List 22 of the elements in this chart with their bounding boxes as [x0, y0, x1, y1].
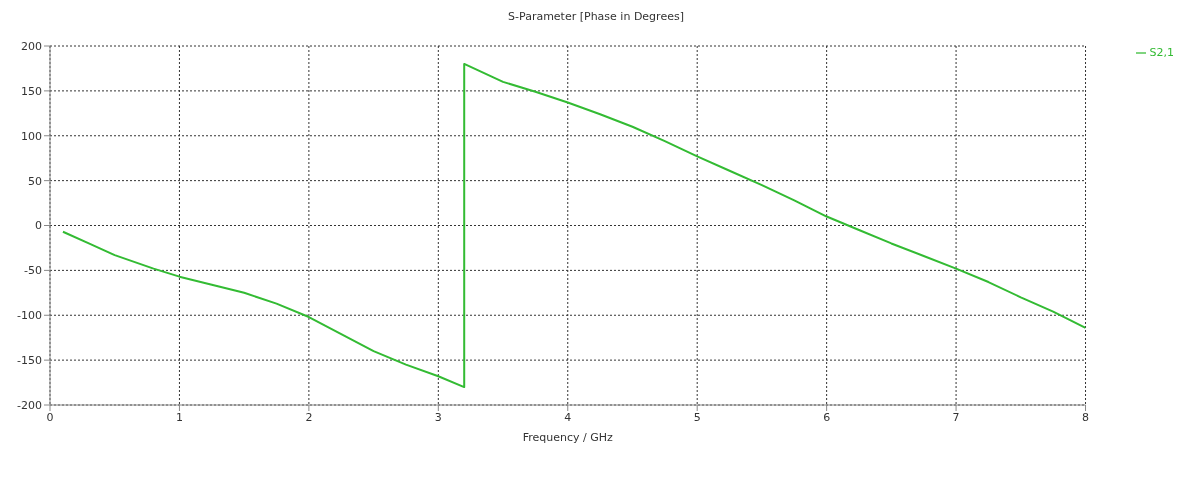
y-tick-label: 100 [21, 129, 42, 143]
y-tick-label: 200 [21, 39, 42, 53]
y-tick-label: -50 [24, 264, 42, 278]
y-tick-label: -150 [17, 354, 42, 368]
x-tick-label: 7 [952, 410, 960, 424]
x-tick-label: 1 [175, 410, 183, 424]
x-axis-title: Frequency / GHz [522, 431, 614, 444]
y-tick-label: 0 [35, 219, 42, 233]
y-tick-label: -200 [17, 398, 42, 412]
x-tick-label: 5 [693, 410, 701, 424]
x-tick-label: 6 [823, 410, 831, 424]
x-tick-label: 3 [434, 410, 442, 424]
y-tick-label: 150 [21, 84, 42, 98]
y-tick-label: 50 [28, 174, 42, 188]
x-tick-label: 0 [46, 410, 54, 424]
x-tick-label: 8 [1082, 410, 1090, 424]
y-tick-label: -100 [17, 309, 42, 323]
legend-label: S2,1 [1149, 46, 1174, 59]
chart-title: S-Parameter [Phase in Degrees] [507, 9, 685, 25]
x-tick-label: 4 [564, 410, 572, 424]
x-tick-label: 2 [305, 410, 313, 424]
line-series [61, 62, 1086, 389]
